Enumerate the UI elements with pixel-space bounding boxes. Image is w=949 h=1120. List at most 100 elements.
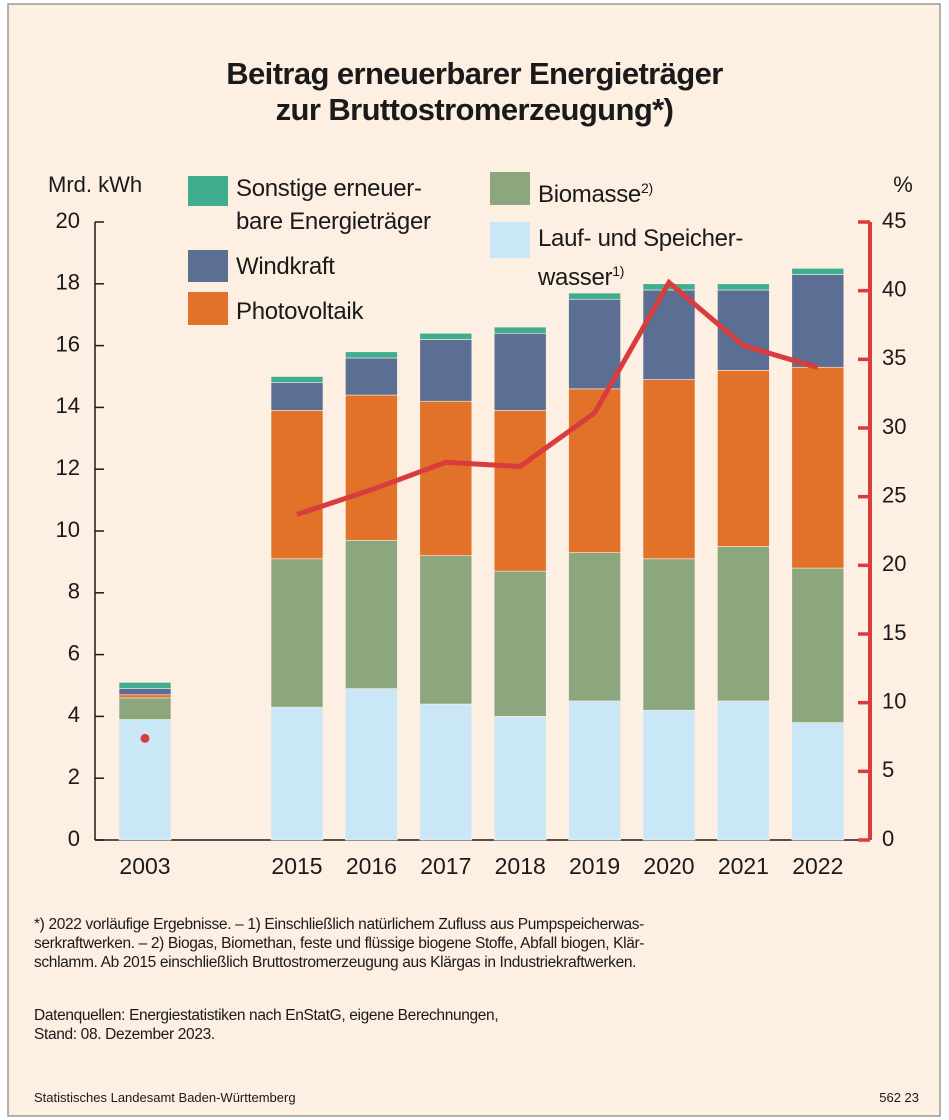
bar-segment [345,351,398,359]
x-tick-label: 2022 [792,853,843,879]
legend-entry: Photovoltaik [236,295,363,328]
bar-segment [791,567,845,723]
bar-segment [270,410,324,560]
y-tick-label: 10 [56,517,80,542]
legend-entry: Biomasse2) [538,172,653,211]
bar-segment [642,289,696,380]
bar-segment [419,400,473,557]
credit: Statistisches Landesamt Baden-Württember… [34,1090,296,1105]
bar-segment [270,706,324,841]
chart-title: Beitrag erneuerbarer Energieträger zur B… [226,56,723,127]
x-tick-label: 2020 [643,853,694,879]
y2-tick-label: 5 [882,757,894,782]
bar-segment [493,410,547,572]
legend-swatch [188,176,228,206]
bar-segment [493,326,547,334]
bar-segment [419,339,473,402]
y-tick-label: 18 [56,270,80,295]
bar-segment [791,268,845,275]
x-tick-label: 2019 [569,853,620,879]
y2-tick-label: 0 [882,826,894,851]
legend-label: Lauf- und Speicher- wasser [538,225,744,291]
legend-entry: Lauf- und Speicher- wasser1) [538,222,743,294]
legend-swatch [188,292,228,325]
y-axis-label: Mrd. kWh [48,172,142,197]
source: Datenquellen: Energiestatistiken nach En… [34,1007,499,1043]
legend-entry: Windkraft [236,250,335,283]
legend-label: Sonstige erneuer- bare Energieträger [236,175,431,235]
legend-swatch [490,172,530,205]
y-tick-label: 14 [56,393,80,418]
bar-segment [118,688,172,696]
x-tick-label: 2015 [271,853,322,879]
x-tick-label: 2017 [420,853,471,879]
bar-segment [493,570,547,717]
bar-segment [419,332,473,340]
line [296,278,819,517]
y-tick-label: 16 [56,331,80,356]
bar-segment [493,716,547,841]
code: 562 23 [879,1090,919,1105]
legend-label: Photovoltaik [236,298,364,325]
x-tick-label: 2021 [718,853,769,879]
legend-label: Biomasse [538,181,641,208]
bar-segment [717,370,770,547]
y2-tick-label: 35 [882,345,906,370]
bar-segment [493,332,547,411]
bar-segment [642,558,696,711]
y2-axis-label: % [893,172,913,197]
bar-segment [118,694,172,699]
x-tick-label: 2018 [495,853,546,879]
bar-segment [345,357,398,396]
legend-entry: Sonstige erneuer- bare Energieträger [236,172,431,238]
legend-swatch [188,250,228,282]
y2-tick-label: 25 [882,482,906,507]
y-tick-label: 12 [56,455,80,480]
y2-tick-label: 10 [882,688,906,713]
bar-segment [118,682,172,689]
y-tick-label: 20 [56,208,80,233]
legend-label: Windkraft [236,253,335,280]
bar-segment [791,722,845,841]
bar-segment [568,292,621,300]
bar-segment [717,700,770,841]
bar-segment [345,688,398,841]
y2-tick-label: 40 [882,276,906,301]
y-tick-label: 2 [68,764,80,789]
y2-tick-label: 20 [882,551,906,576]
y2-tick-label: 15 [882,620,906,645]
bar-segment [419,703,473,841]
footnote: *) 2022 vorläufige Ergebnisse. – 1) Eins… [34,916,645,971]
bar-segment [568,388,621,553]
y-tick-label: 8 [68,579,80,604]
bar-segment [270,382,324,411]
y-tick-label: 6 [68,640,80,665]
bar-segment [568,700,621,841]
bar-segment [345,539,398,689]
y2-tick-label: 45 [882,208,906,233]
y-tick-label: 0 [68,826,80,851]
bar-segment [270,376,324,383]
bar-segment [791,274,845,368]
bar-segment [419,555,473,705]
legend-note: 1) [612,263,625,279]
bar-segment [642,379,696,560]
bar-segment [568,298,621,390]
legend-swatch [490,222,530,258]
y-tick-label: 4 [68,702,80,727]
bar-segment [791,366,845,569]
bar-segment [270,558,324,708]
x-tick-label: 2003 [119,853,170,879]
legend-note: 2) [640,180,653,196]
background [7,3,941,1117]
line-point [140,733,150,743]
bar-segment [568,552,621,702]
bar-segment [345,394,398,541]
y2-tick-label: 30 [882,414,906,439]
bar-segment [642,709,696,841]
bar-segment [118,697,172,720]
bar-segment [717,283,770,291]
x-tick-label: 2016 [346,853,397,879]
